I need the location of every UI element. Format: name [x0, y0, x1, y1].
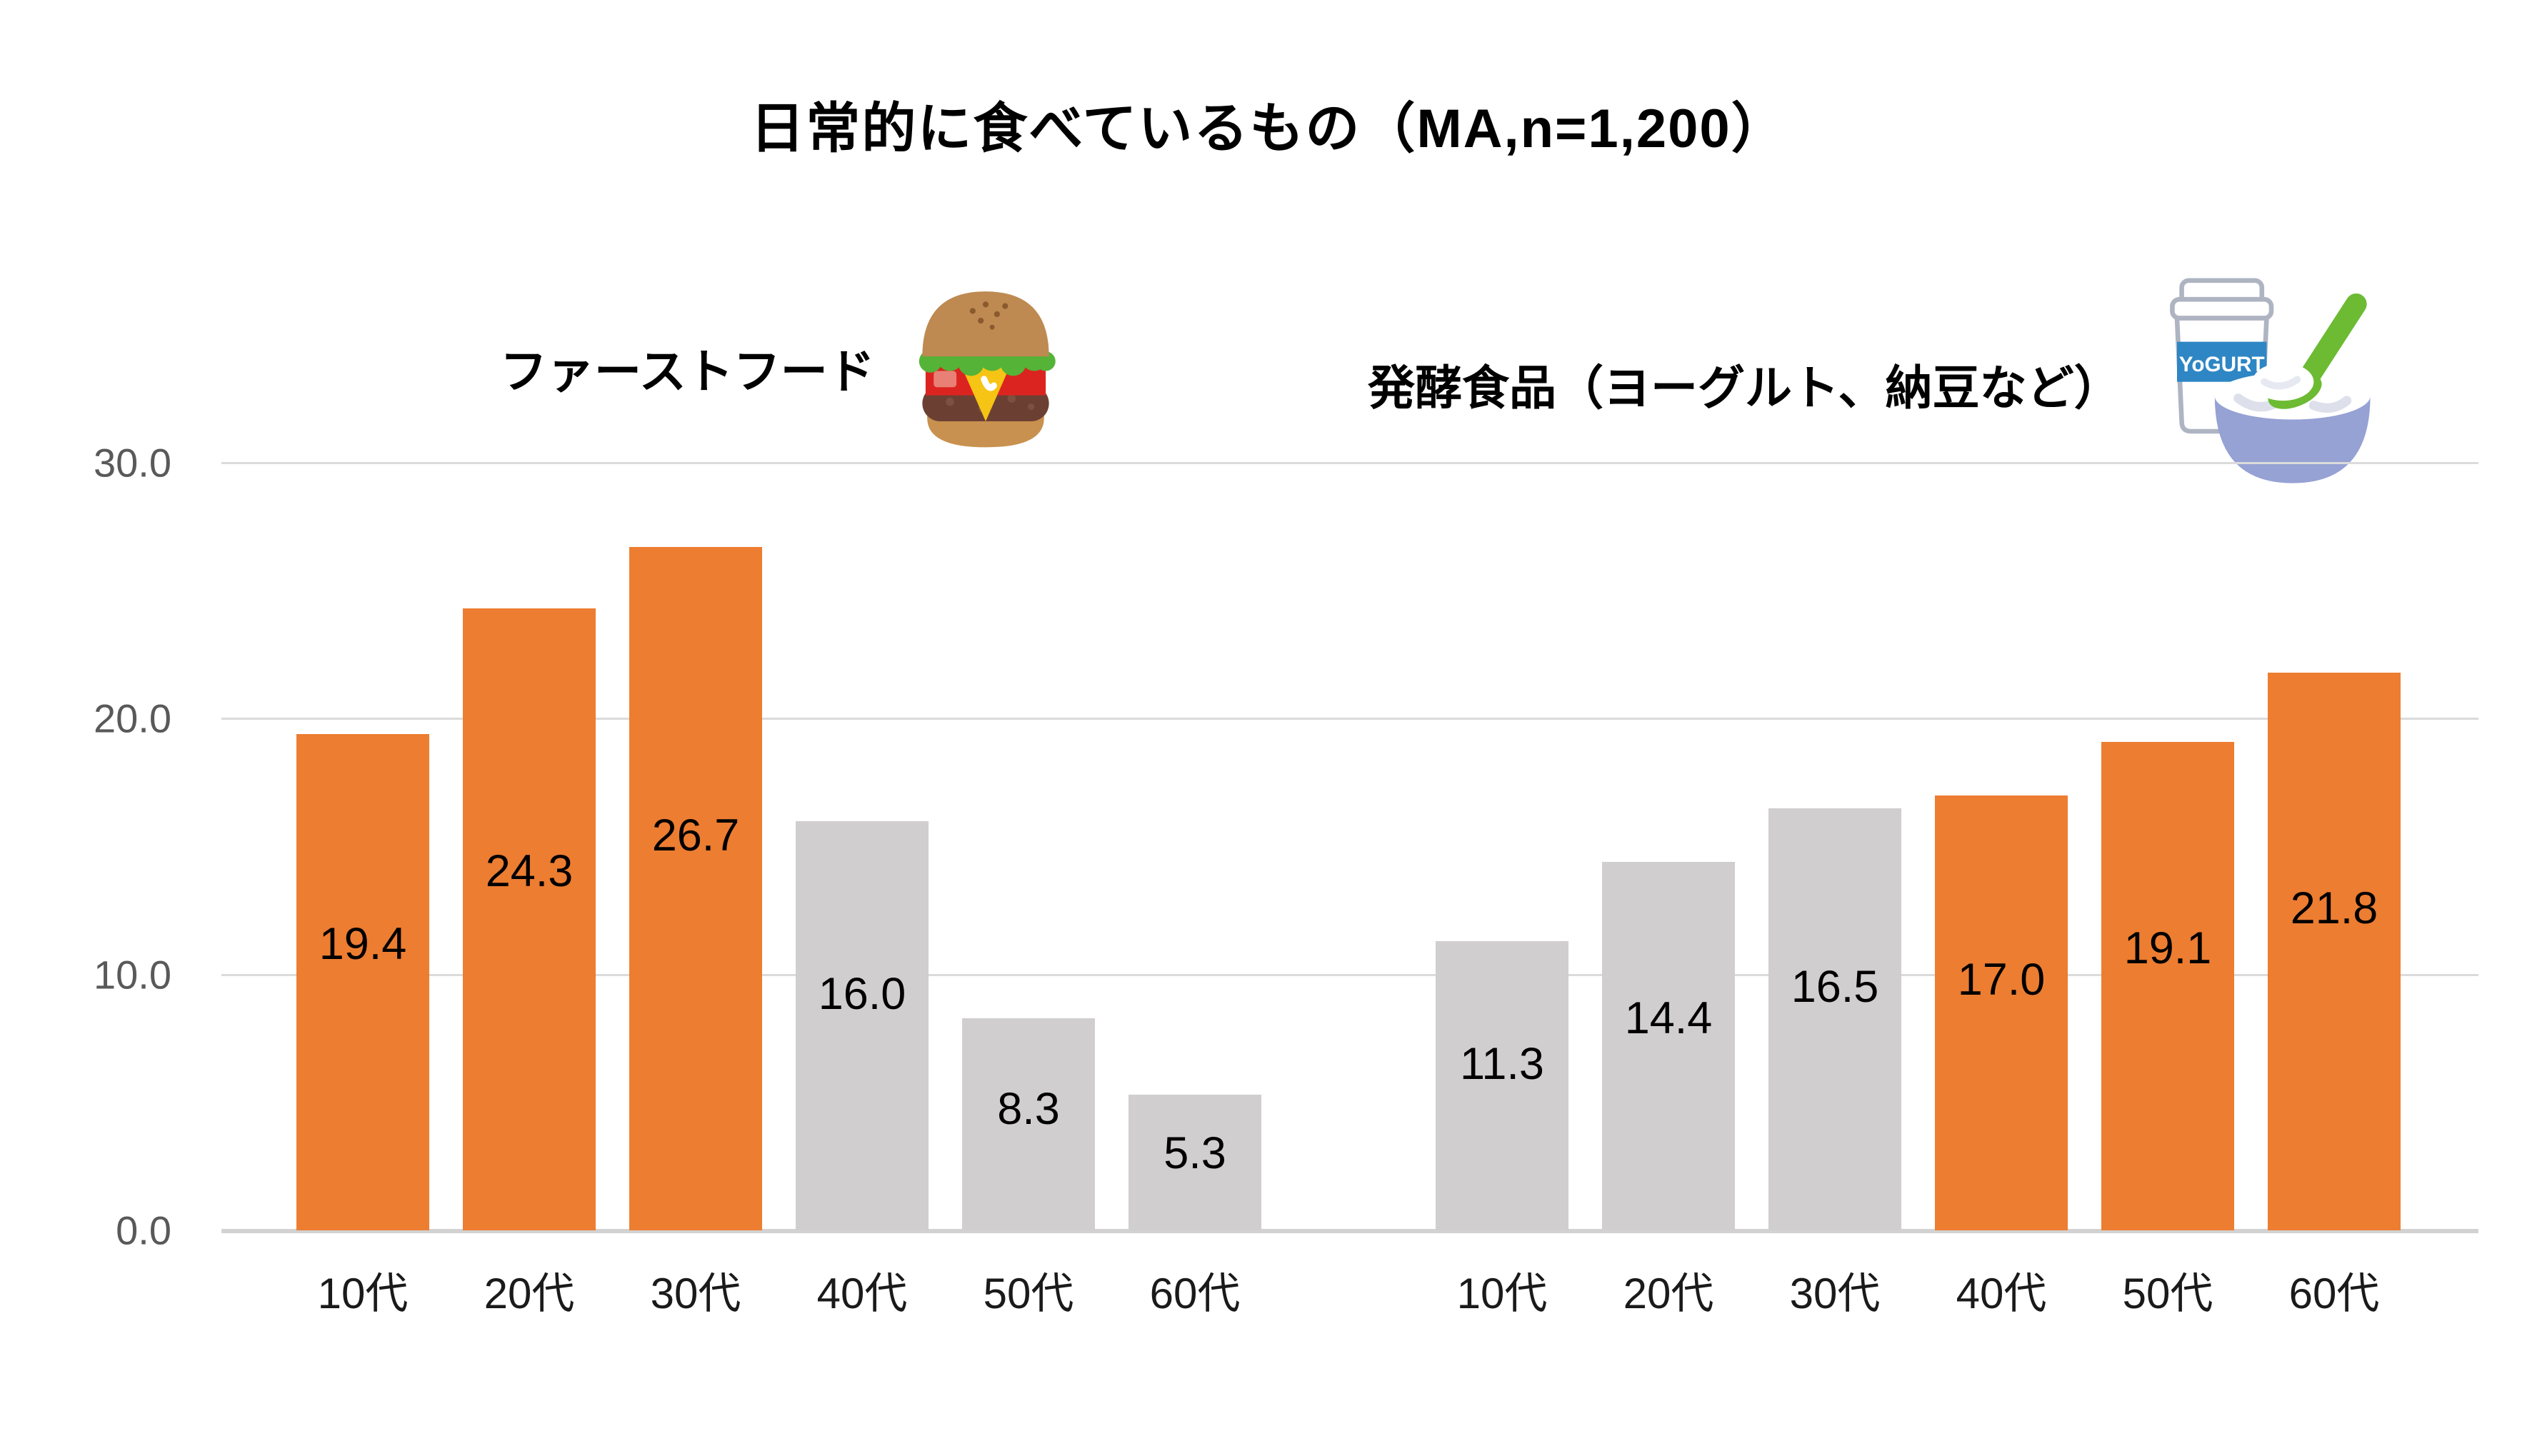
- bar-fastfood-20代: 24.3 20代: [463, 608, 596, 1317]
- y-axis-tick-label: 30.0: [94, 440, 171, 486]
- gridline: [221, 718, 2478, 721]
- bar-fastfood-10代: 19.4 10代: [296, 733, 429, 1317]
- bar-value-label: 19.1: [2123, 923, 2212, 974]
- x-axis-category-label: 60代: [2288, 1270, 2380, 1317]
- bar-fermented-40代: 17.0 40代: [1935, 795, 2068, 1317]
- gridline: [221, 973, 2478, 976]
- plot-area: 30.0 20.0 10.0 0.0 19.4 10代 24.3 20代 26.7 30代 16.0…: [94, 441, 2478, 1317]
- bar-value-label: 11.3: [1460, 1039, 1544, 1090]
- bar-value-label: 19.4: [319, 918, 407, 969]
- bar-value-label: 5.3: [1164, 1128, 1226, 1178]
- bar-fermented-60代: 21.8 60代: [2268, 672, 2401, 1317]
- fast-food-section-label: ファーストフード: [500, 345, 875, 398]
- bar-fastfood-40代: 16.0 40代: [796, 820, 929, 1317]
- x-axis-category-label: 30代: [650, 1270, 741, 1317]
- bar-fastfood-60代: 5.3 60代: [1129, 1095, 1261, 1317]
- hamburger-icon: [904, 278, 1068, 457]
- x-axis-category-label: 20代: [1623, 1270, 1714, 1317]
- bar-fastfood-50代: 8.3 50代: [962, 1018, 1095, 1317]
- bar-value-label: 8.3: [997, 1083, 1060, 1134]
- x-axis-line: [221, 1229, 2478, 1233]
- fast-food-section-header: ファーストフード: [500, 275, 1068, 461]
- x-axis-category-label: 10代: [317, 1270, 409, 1317]
- x-axis-category-label: 60代: [1149, 1270, 1241, 1317]
- x-axis-category-label: 20代: [484, 1270, 575, 1317]
- y-axis-tick-label: 0.0: [116, 1208, 171, 1253]
- y-axis-tick-label: 20.0: [94, 696, 171, 741]
- bar-fermented-20代: 14.4 20代: [1602, 862, 1735, 1317]
- x-axis-category-label: 10代: [1456, 1270, 1548, 1317]
- fermented-food-section-label: 発酵食品（ヨーグルト、納豆など）: [1368, 361, 2121, 414]
- x-axis-category-label: 30代: [1789, 1270, 1881, 1317]
- bar-value-label: 16.0: [818, 969, 906, 1020]
- x-axis-category-label: 50代: [2122, 1270, 2213, 1317]
- x-axis-category-label: 40代: [816, 1270, 908, 1317]
- x-axis-category-label: 40代: [1956, 1270, 2047, 1317]
- yogurt-carton-label: YoGURT: [2178, 352, 2264, 376]
- x-axis-category-label: 50代: [983, 1270, 1074, 1317]
- bar-value-label: 17.0: [1957, 954, 2046, 1005]
- yogurt-icon: YoGURT: [2150, 266, 2393, 502]
- y-axis-tick-label: 10.0: [94, 952, 171, 998]
- bar-value-label: 24.3: [485, 845, 574, 896]
- chart-title: 日常的に食べているもの（MA,n=1,200）: [750, 99, 1787, 159]
- gridline: [221, 462, 2478, 464]
- bar-fermented-10代: 11.3 10代: [1436, 941, 1568, 1317]
- bar-fastfood-30代: 26.7 30代: [629, 547, 762, 1317]
- bar-fermented-50代: 19.1 50代: [2101, 741, 2234, 1317]
- fermented-food-section-header: 発酵食品（ヨーグルト、納豆など） YoGURT: [1368, 264, 2393, 503]
- bar-value-label: 14.4: [1624, 993, 1713, 1043]
- bar-fermented-30代: 16.5 30代: [1768, 808, 1901, 1317]
- bar-value-label: 26.7: [651, 810, 740, 861]
- bar-value-label: 21.8: [2290, 883, 2378, 933]
- bar-value-label: 16.5: [1791, 962, 1879, 1013]
